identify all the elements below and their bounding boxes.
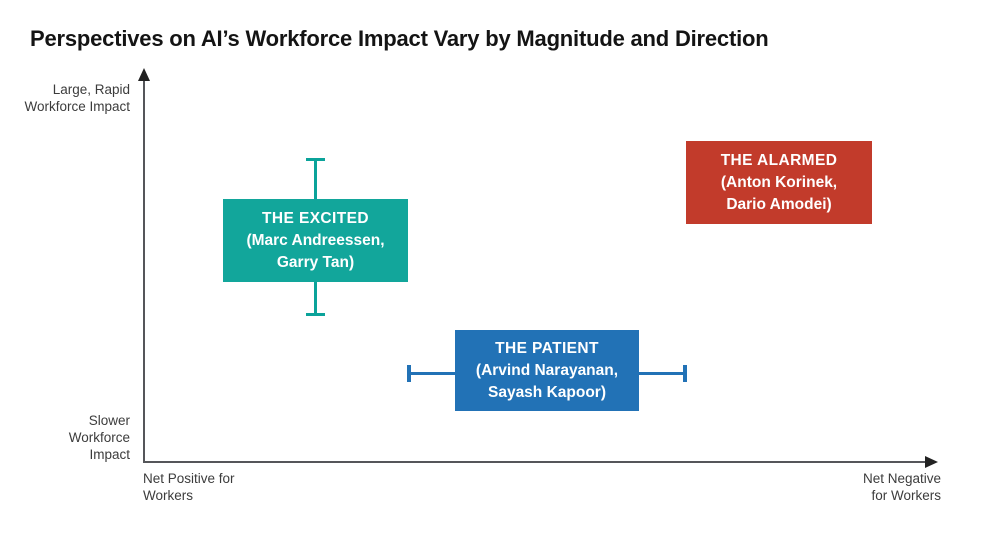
x-axis-left-label-line1: Net Positive for: [143, 471, 235, 486]
group-excited-people-line1: (Marc Andreessen,: [246, 231, 385, 249]
group-alarmed-label: THE ALARMED: [720, 151, 838, 169]
y-axis-arrowhead-icon: [138, 68, 150, 81]
x-axis-line: [143, 461, 927, 463]
y-axis-line: [143, 78, 145, 462]
x-axis-right-label-line2: for Workers: [871, 488, 941, 503]
patient-error-bar-cap-left: [407, 365, 411, 382]
group-excited-people-line2: Garry Tan): [276, 253, 355, 271]
excited-error-bar-cap-top: [306, 158, 325, 161]
group-patient-people-line2: Sayash Kapoor): [487, 383, 606, 401]
y-axis-top-label-line1: Large, Rapid: [52, 82, 130, 97]
group-box-excited: THE EXCITED (Marc Andreessen, Garry Tan): [223, 199, 408, 282]
patient-error-bar-cap-right: [683, 365, 687, 382]
group-patient-people-line1: (Arvind Narayanan,: [475, 361, 619, 379]
y-axis-bottom-label-line2: Workforce: [68, 430, 130, 445]
group-alarmed-people-line1: (Anton Korinek,: [720, 173, 838, 191]
group-box-patient: THE PATIENT (Arvind Narayanan, Sayash Ka…: [455, 330, 639, 411]
y-axis-top-label-line2: Workforce Impact: [24, 99, 130, 114]
group-box-alarmed: THE ALARMED (Anton Korinek, Dario Amodei…: [686, 141, 872, 224]
x-axis-left-label-line2: Workers: [143, 488, 194, 503]
chart-title: Perspectives on AI’s Workforce Impact Va…: [30, 26, 769, 51]
x-axis-left-label: Net Positive for Workers: [143, 470, 235, 504]
y-axis-bottom-label-line3: Impact: [89, 447, 130, 462]
x-axis-arrowhead-icon: [925, 456, 938, 468]
x-axis-right-label-line1: Net Negative: [862, 471, 941, 486]
group-patient-label: THE PATIENT: [495, 339, 599, 357]
excited-error-bar-cap-bottom: [306, 313, 325, 316]
y-axis-top-label: Large, Rapid Workforce Impact: [24, 81, 130, 115]
x-axis-right-label: Net Negative for Workers: [863, 470, 941, 504]
group-alarmed-people-line2: Dario Amodei): [726, 195, 832, 213]
group-excited-label: THE EXCITED: [262, 209, 369, 227]
y-axis-bottom-label-line1: Slower: [88, 413, 130, 428]
y-axis-bottom-label: Slower Workforce Impact: [69, 412, 130, 463]
